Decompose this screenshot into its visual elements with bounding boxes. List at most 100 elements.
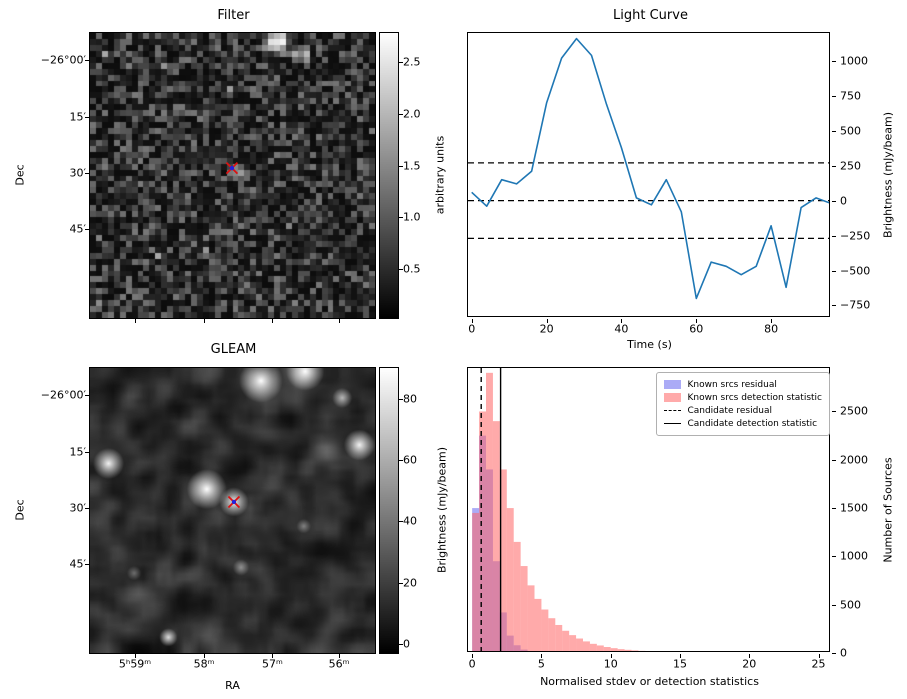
histogram-y-tick-mark xyxy=(832,556,836,558)
gleam-ra-tick-mark xyxy=(272,654,274,658)
filter-colorbar-tick-mark xyxy=(399,217,403,219)
legend-label: Known srcs detection statistic xyxy=(687,392,822,403)
gleam-dec-tick-label: 45′ xyxy=(69,557,87,571)
legend-item: Known srcs detection statistic xyxy=(664,391,822,404)
histogram-bar xyxy=(569,635,577,651)
light-curve-y-tick-label: −500 xyxy=(840,264,871,277)
gleam-heatmap-canvas xyxy=(89,367,376,654)
histogram-y-tick-label: 2000 xyxy=(840,453,868,467)
light-curve-y-tick-label: −750 xyxy=(840,298,871,312)
light-curve-y-tick-label: 500 xyxy=(840,124,861,138)
light-curve-line xyxy=(471,37,829,300)
filter-dec-tick-label: 15′ xyxy=(69,110,87,123)
histogram-x-tick-mark xyxy=(749,654,751,658)
histogram-bar xyxy=(645,651,652,652)
filter-heatmap-canvas xyxy=(89,32,376,319)
legend-item: Candidate detection statistic xyxy=(664,417,822,430)
light-curve-x-tick-label: 60 xyxy=(689,322,704,336)
histogram-bar xyxy=(555,624,563,651)
histogram-bar xyxy=(520,566,528,651)
histogram-x-tick-mark xyxy=(818,654,820,658)
histogram-y-tick-label: 500 xyxy=(840,598,861,612)
histogram-y-tick-mark xyxy=(832,411,836,413)
legend-item: Candidate residual xyxy=(664,404,822,417)
light-curve-y-tick-label: 750 xyxy=(840,89,861,103)
gleam-dec-tick-mark xyxy=(85,564,89,566)
legend-patch-swatch xyxy=(664,393,682,402)
histogram-x-tick-label: 0 xyxy=(468,657,476,671)
light-curve-y-tick-label: 1000 xyxy=(840,54,868,68)
filter-title: Filter xyxy=(217,8,250,23)
histogram-y-tick-mark xyxy=(832,653,836,654)
legend-label: Known srcs residual xyxy=(687,379,777,390)
light-curve-x-tick-mark xyxy=(696,319,698,323)
histogram-bar xyxy=(499,469,507,651)
gleam-ylabel: Dec xyxy=(13,499,27,521)
histogram-bar xyxy=(479,411,487,651)
filter-ra-tick-mark xyxy=(339,319,341,323)
legend-label: Candidate detection statistic xyxy=(687,418,818,429)
histogram-bar xyxy=(631,650,639,651)
histogram-x-tick-mark xyxy=(679,654,681,658)
light-curve-y-tick-mark xyxy=(832,95,836,97)
histogram-bar xyxy=(492,421,500,651)
filter-colorbar-tick-label: 2.0 xyxy=(403,107,421,121)
gleam-colorbar-tick-label: 40 xyxy=(403,514,417,528)
histogram-x-tick-label: 25 xyxy=(811,657,826,671)
light-curve-y-tick-label: −250 xyxy=(840,229,871,243)
filter-colorbar-tick-mark xyxy=(399,62,403,64)
legend-line-swatch xyxy=(664,410,682,411)
light-curve-y-tick-label: 250 xyxy=(840,159,861,173)
light-curve-x-tick-label: 80 xyxy=(764,322,779,336)
gleam-dec-tick-label: 30′ xyxy=(69,501,87,515)
histogram-bar xyxy=(617,649,625,651)
histogram-x-tick-mark xyxy=(472,654,474,658)
gleam-colorbar-tick-mark xyxy=(399,459,403,461)
filter-dec-tick-label: −26°00′ xyxy=(40,53,86,67)
gleam-dec-tick-label: 15′ xyxy=(69,445,87,458)
light-curve-x-tick-label: 40 xyxy=(614,322,629,336)
histogram-y-tick-label: 0 xyxy=(840,646,847,660)
light-curve-x-tick-label: 20 xyxy=(539,322,554,336)
histogram-y-tick-mark xyxy=(832,604,836,606)
gleam-colorbar-tick-mark xyxy=(399,521,403,523)
gleam-ra-tick-label: 57ᵐ xyxy=(261,657,283,671)
gleam-colorbar xyxy=(379,367,399,654)
gleam-colorbar-label: Brightness (mJy/beam) xyxy=(435,446,449,574)
filter-ra-tick-mark xyxy=(272,319,274,323)
histogram-bar xyxy=(638,650,646,651)
filter-dec-tick-mark xyxy=(85,229,89,231)
filter-dec-tick-label: 45′ xyxy=(69,222,87,236)
histogram-bar xyxy=(527,585,535,651)
histogram-bar xyxy=(583,641,590,651)
histogram-y-tick-label: 1500 xyxy=(840,501,868,515)
histogram-bar xyxy=(534,598,542,651)
histogram-bar xyxy=(589,643,597,651)
histogram-bar xyxy=(486,372,493,651)
gleam-colorbar-tick-mark xyxy=(399,398,403,400)
histogram-bar xyxy=(610,648,618,651)
histogram-x-tick-mark xyxy=(541,654,543,658)
legend-line-swatch xyxy=(664,423,682,424)
legend-label: Candidate residual xyxy=(687,405,773,416)
histogram-ylabel: Number of Sources xyxy=(881,457,895,563)
light-curve-x-tick-mark xyxy=(546,319,548,323)
light-curve-y-tick-mark xyxy=(832,130,836,132)
histogram-bar xyxy=(603,647,611,651)
histogram-bar xyxy=(624,649,632,651)
filter-colorbar-label: arbitrary units xyxy=(433,135,447,215)
histogram-bar xyxy=(576,638,583,651)
light-curve-y-tick-mark xyxy=(832,270,836,272)
filter-colorbar-tick-label: 2.5 xyxy=(403,55,421,69)
histogram-y-tick-mark xyxy=(832,508,836,510)
histogram-bar xyxy=(472,512,480,651)
histogram-bar xyxy=(562,630,570,651)
filter-colorbar-tick-mark xyxy=(399,165,403,167)
gleam-ra-tick-label: 5ʰ59ᵐ xyxy=(118,657,152,671)
histogram-x-tick-mark xyxy=(610,654,612,658)
gleam-dec-tick-mark xyxy=(85,507,89,509)
light-curve-y-tick-mark xyxy=(832,235,836,237)
gleam-ra-tick-mark xyxy=(339,654,341,658)
legend-item: Known srcs residual xyxy=(664,378,822,391)
